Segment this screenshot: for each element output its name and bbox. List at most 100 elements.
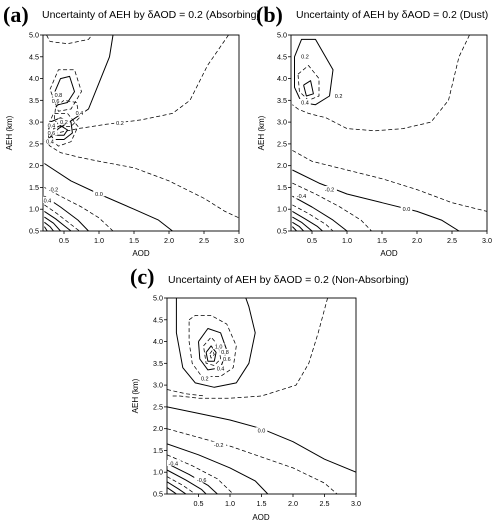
panel-a-contour-line-0: [46, 35, 93, 45]
panel-b-x-tick-label-2: 1.5: [377, 236, 387, 245]
panel-c-contour-label-bg-8: [194, 476, 210, 483]
panel-c-contour-label-bg-1: [214, 364, 227, 371]
panel-b-contour-line-9: [292, 210, 323, 231]
panel-c: (c) Uncertainty of AEH by δAOD = 0.2 (No…: [130, 264, 409, 522]
panel-c-y-tick-label-5: 3.0: [153, 381, 163, 390]
panel-a-contour-label-5: 0.2: [60, 120, 68, 126]
panel-a-contour-label-6: 0.6: [48, 131, 56, 137]
panel-b-contour-line-12: [292, 226, 297, 231]
panel-b-y-tick-label-8: 4.5: [277, 52, 287, 61]
panel-a-contour-label-2: 0.6: [52, 99, 60, 105]
panel-a-contour-label-bg-2: [49, 97, 62, 104]
panel-c-y-tick-label-7: 4.0: [153, 337, 163, 346]
panel-c-contour-line-10: [167, 443, 269, 494]
panel-b-x-axis-title: AOD: [380, 249, 398, 258]
panel-a-x-tick-label-1: 1.0: [94, 236, 104, 245]
panel-b-contour-label-2: 0.2: [335, 94, 343, 100]
panel-a-contour-label-10: -0.4: [42, 198, 51, 204]
panel-a-contour-label-bg-10: [43, 196, 54, 203]
panel-b-y-tick-label-2: 1.5: [277, 183, 287, 192]
panel-a-contour-label-bg-0: [114, 119, 126, 126]
panel-b-contour-line-3: [303, 80, 314, 97]
panel-a-contour-line-14: [44, 210, 72, 231]
panel-c-contours: 0.2 0.4 0.60.81.0 0.0 -0.2 -0.4 -0.6: [167, 298, 356, 494]
panel-b-contour-line-0: [292, 35, 470, 132]
panel-a-contour-line-17: [43, 226, 48, 231]
panel-a-contour-line-11: [44, 187, 114, 231]
panel-c-contour-label-8: -0.6: [197, 478, 206, 484]
panel-c-x-tick-label-3: 2.0: [288, 499, 298, 508]
panel-a-contour-label-3: 0.8: [55, 93, 63, 99]
panel-b-contour-line-10: [292, 216, 313, 231]
panel-c-contour-line-9: [167, 428, 338, 494]
panel-b-y-tick-label-6: 3.5: [277, 96, 287, 105]
panel-a-contour-label-bg-4: [45, 121, 58, 128]
panel-c-contour-label-bg-2: [221, 355, 233, 362]
panel-b-x-tick-label-3: 2.0: [412, 236, 422, 245]
panel-c-contour-line-6: [209, 349, 215, 359]
panel-c-contour-line-1: [175, 298, 256, 388]
panel-b-contour-label-bg-5: [294, 192, 309, 199]
panel-c-title: Uncertainty of AEH by δAOD = 0.2 (Non-Ab…: [168, 274, 409, 286]
panel-a-contour-line-13: [44, 204, 80, 231]
panel-b-contour-line-7: [292, 195, 348, 231]
panel-b-contour-label-5: -0.4: [297, 194, 306, 200]
panel-b-contour-line-8: [292, 204, 334, 231]
panel-b-y-tick-label-0: 0.5: [277, 227, 287, 236]
panel-a-contour-label-9: -0.2: [49, 187, 58, 193]
panel-b-contour-line-5: [292, 169, 460, 231]
panel-b-x-tick-label-1: 1.0: [342, 236, 352, 245]
panel-c-plot-area: [166, 297, 357, 495]
panel-a-contour-label-bg-7: [44, 138, 56, 145]
panel-a-contour-label-8: 0.0: [95, 192, 103, 198]
panel-a-y-tick-label-4: 2.5: [29, 139, 39, 148]
panel-c-contour-line-14: [167, 476, 196, 494]
panel-c-x-tick-label-5: 3.0: [351, 499, 361, 508]
panel-a-contour-label-bg-3: [52, 91, 65, 98]
panel-b-y-tick-label-1: 1.0: [277, 205, 287, 214]
panel-c-x-tick-label-1: 1.0: [225, 499, 235, 508]
panel-c-y-axis-title: AEH (km): [131, 378, 140, 413]
panel-b-title: Uncertainty of AEH by δAOD = 0.2 (Dust): [296, 9, 488, 21]
panel-a-contour-label-7: 0.4: [46, 140, 54, 146]
panel-c-contour-label-bg-6: [211, 441, 227, 448]
panel-c-x-axis-title: AOD: [252, 513, 270, 522]
panel-b-contour-line-2: [297, 65, 320, 101]
panel-c-y-tick-label-0: 0.5: [153, 490, 163, 499]
panel-b-contour-label-bg-0: [299, 53, 311, 60]
panel-a-contour-line-5: [49, 69, 82, 112]
panel-c-contour-line-15: [167, 481, 187, 494]
panel-c-contour-label-bg-5: [255, 427, 268, 434]
panel-c-contour-line-13: [167, 469, 207, 494]
panel-a-contours: 0.20.40.60.80.40.20.60.40.0-0.2-0.4: [42, 35, 239, 231]
panel-b-plot-area: [290, 34, 488, 232]
panel-c-y-tick-label-2: 1.5: [153, 446, 163, 455]
panel-a-contour-line-10: [44, 163, 173, 231]
panel-b-y-tick-label-3: 2.0: [277, 161, 287, 170]
panel-a-y-tick-label-8: 4.5: [29, 52, 39, 61]
panel-c-contour-label-bg-3: [219, 348, 231, 355]
panel-c-x-tick-label-4: 2.5: [320, 499, 330, 508]
panel-b-contour-label-4: -0.2: [325, 187, 334, 193]
panel-c-contour-label-bg-4: [212, 343, 225, 350]
panel-a-y-tick-label-3: 2.0: [29, 161, 39, 170]
panel-c-contour-label-6: -0.2: [214, 443, 223, 449]
panel-a-contour-label-1: 0.4: [76, 111, 84, 117]
panel-a-contour-line-4: [51, 75, 75, 106]
panel-b-contour-line-4: [292, 150, 487, 212]
panel-c-contour-label-0: 0.2: [201, 376, 209, 382]
panel-b-contour-label-bg-3: [400, 205, 413, 212]
panel-a-contour-label-0: 0.2: [116, 121, 124, 127]
panel-letter-c: (c): [130, 264, 154, 289]
panel-c-contour-line-2: [188, 315, 237, 377]
panel-c-x-tick-label-2: 1.5: [257, 499, 267, 508]
panel-c-contour-label-5: 0.0: [258, 429, 266, 435]
panel-c-contour-label-3: 0.8: [221, 350, 229, 356]
panel-c-axes: 0.5 1.0 1.5 2.0 2.5 3.0 0.5 1.0 1.5 2.0 2.5 3.0 3.5 4…: [153, 294, 361, 509]
panel-a-contour-line-16: [44, 221, 54, 231]
panel-b-contour-label-bg-4: [322, 186, 337, 193]
panel-a-title: Uncertainty of AEH by δAOD = 0.2 (Absorb…: [42, 9, 260, 21]
panel-b-contour-line-11: [292, 221, 304, 231]
panel-letter-a: (a): [3, 2, 29, 27]
panel-c-y-tick-label-3: 2.0: [153, 424, 163, 433]
